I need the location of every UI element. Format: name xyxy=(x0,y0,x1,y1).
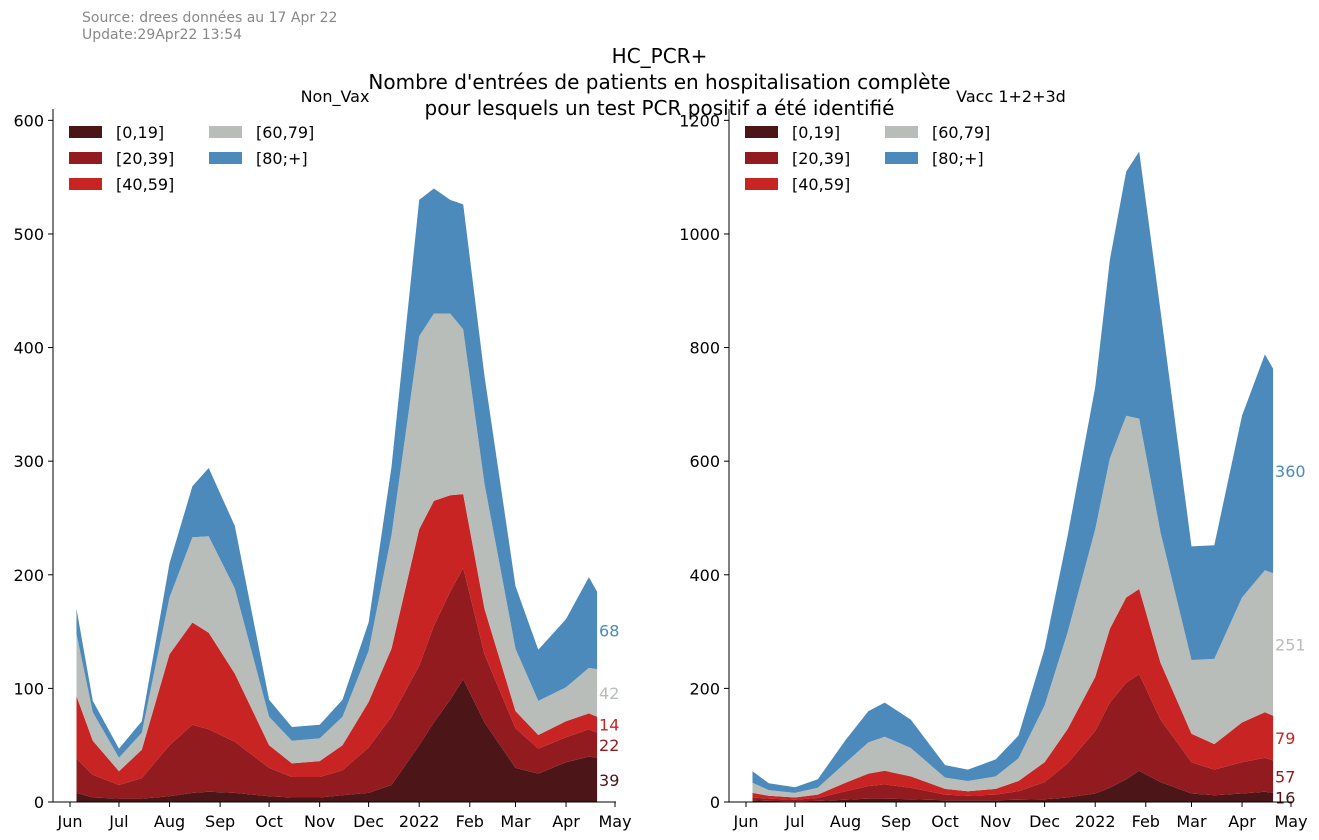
area-vacc-series-3 xyxy=(752,415,1274,798)
x-tick-label-nonvax-4: Oct xyxy=(255,812,283,831)
legend-label-nonvax-4: [80;+] xyxy=(256,149,308,168)
end-label-vacc-0: 16 xyxy=(1275,788,1295,807)
end-label-nonvax-0: 39 xyxy=(599,771,619,790)
y-tick-label-vacc-6: 1200 xyxy=(679,111,720,130)
x-tick-label-nonvax-0: Jun xyxy=(57,812,83,831)
end-label-vacc-4: 360 xyxy=(1275,462,1306,481)
x-tick-label-vacc-5: Nov xyxy=(980,812,1011,831)
x-tick-label-vacc-1: Jul xyxy=(784,812,804,831)
main-title-line-3: pour lesquels un test PCR positif a été … xyxy=(424,96,895,120)
area-nonvax-series-4 xyxy=(76,188,598,758)
legend-label-vacc-0: [0,19] xyxy=(792,123,840,142)
legend-swatch-nonvax-2 xyxy=(69,178,102,190)
x-tick-label-nonvax-5: Nov xyxy=(304,812,335,831)
y-tick-label-vacc-1: 200 xyxy=(689,679,720,698)
area-vacc-series-0 xyxy=(752,770,1274,802)
area-vacc-series-2 xyxy=(752,589,1274,800)
y-tick-label-nonvax-6: 600 xyxy=(13,111,44,130)
legend-swatch-vacc-1 xyxy=(745,152,778,164)
x-tick-label-nonvax-6: Dec xyxy=(353,812,384,831)
area-vacc-series-1 xyxy=(752,674,1274,802)
area-nonvax-series-3 xyxy=(76,313,598,772)
end-label-nonvax-2: 14 xyxy=(599,716,619,735)
end-label-nonvax-3: 42 xyxy=(599,684,619,703)
y-tick-label-nonvax-0: 0 xyxy=(34,793,44,812)
y-tick-label-vacc-0: 0 xyxy=(710,793,720,812)
panel-title-vacc: Vacc 1+2+3d xyxy=(956,87,1066,106)
area-nonvax-series-0 xyxy=(76,679,598,802)
x-tick-label-vacc-8: Feb xyxy=(1132,812,1160,831)
x-tick-label-vacc-2: Aug xyxy=(830,812,861,831)
y-tick-label-vacc-4: 800 xyxy=(689,339,720,358)
end-label-vacc-1: 57 xyxy=(1275,768,1295,787)
main-title-line-2: Nombre d'entrées de patients en hospital… xyxy=(368,70,951,94)
legend-label-nonvax-3: [60,79] xyxy=(256,123,314,142)
legend-swatch-vacc-3 xyxy=(885,126,918,138)
legend-swatch-nonvax-0 xyxy=(69,126,102,138)
legend-label-vacc-3: [60,79] xyxy=(932,123,990,142)
x-tick-label-vacc-11: May xyxy=(1274,812,1307,831)
x-tick-label-nonvax-8: Feb xyxy=(456,812,484,831)
x-tick-label-nonvax-9: Mar xyxy=(500,812,531,831)
y-tick-label-nonvax-5: 500 xyxy=(13,225,44,244)
legend-label-vacc-2: [40,59] xyxy=(792,175,850,194)
x-tick-label-vacc-9: Mar xyxy=(1176,812,1207,831)
legend-swatch-nonvax-1 xyxy=(69,152,102,164)
legend-label-nonvax-2: [40,59] xyxy=(116,175,174,194)
end-label-nonvax-1: 22 xyxy=(599,736,619,755)
y-tick-label-vacc-5: 1000 xyxy=(679,225,720,244)
update-note: Update:29Apr22 13:54 xyxy=(82,27,243,43)
source-note: Source: drees données au 17 Apr 22 xyxy=(82,10,338,26)
x-tick-label-nonvax-1: Jul xyxy=(108,812,128,831)
legend-swatch-vacc-4 xyxy=(885,152,918,164)
legend-swatch-vacc-2 xyxy=(745,178,778,190)
x-tick-label-nonvax-10: Apr xyxy=(552,812,580,831)
legend-swatch-nonvax-3 xyxy=(209,126,242,138)
end-label-vacc-2: 79 xyxy=(1275,729,1295,748)
legend-swatch-nonvax-4 xyxy=(209,152,242,164)
legend-swatch-vacc-0 xyxy=(745,126,778,138)
x-tick-label-vacc-0: Jun xyxy=(733,812,759,831)
y-tick-label-nonvax-3: 300 xyxy=(13,452,44,471)
y-tick-label-vacc-2: 400 xyxy=(689,566,720,585)
x-tick-label-nonvax-2: Aug xyxy=(154,812,185,831)
area-nonvax-series-2 xyxy=(76,494,598,785)
x-tick-label-vacc-7: 2022 xyxy=(1075,812,1116,831)
legend-label-vacc-1: [20,39] xyxy=(792,149,850,168)
x-tick-label-vacc-3: Sep xyxy=(881,812,911,831)
x-tick-label-nonvax-3: Sep xyxy=(205,812,235,831)
legend-label-vacc-4: [80;+] xyxy=(932,149,984,168)
x-tick-label-vacc-6: Dec xyxy=(1029,812,1060,831)
end-label-vacc-3: 251 xyxy=(1275,635,1306,654)
y-tick-label-nonvax-4: 400 xyxy=(13,339,44,358)
area-vacc-series-4 xyxy=(752,151,1274,793)
x-tick-label-vacc-4: Oct xyxy=(931,812,959,831)
x-tick-label-nonvax-11: May xyxy=(598,812,631,831)
y-tick-label-vacc-3: 600 xyxy=(689,452,720,471)
end-label-nonvax-4: 68 xyxy=(599,621,619,640)
area-nonvax-series-1 xyxy=(76,568,598,799)
y-tick-label-nonvax-1: 100 xyxy=(13,679,44,698)
main-title-line-1: HC_PCR+ xyxy=(611,44,708,68)
legend-label-nonvax-0: [0,19] xyxy=(116,123,164,142)
x-tick-label-nonvax-7: 2022 xyxy=(399,812,440,831)
y-tick-label-nonvax-2: 200 xyxy=(13,566,44,585)
x-tick-label-vacc-10: Apr xyxy=(1228,812,1256,831)
panel-title-nonvax: Non_Vax xyxy=(301,87,370,107)
legend-label-nonvax-1: [20,39] xyxy=(116,149,174,168)
